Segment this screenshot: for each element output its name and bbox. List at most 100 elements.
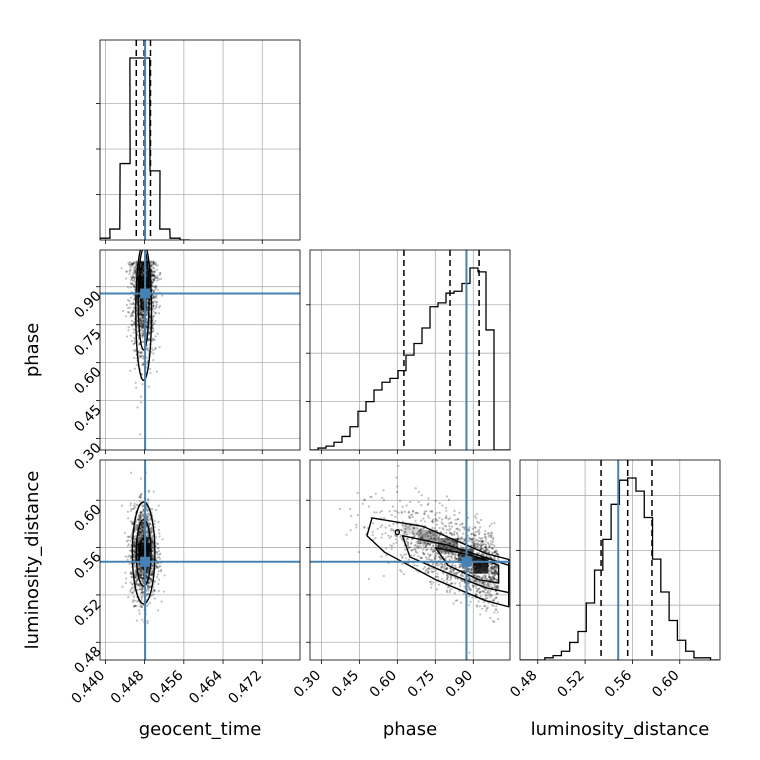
sample-point: [152, 273, 155, 276]
sample-point: [140, 314, 143, 317]
sample-point: [474, 593, 477, 596]
sample-point: [480, 582, 483, 585]
sample-point: [421, 551, 425, 554]
sample-point: [481, 539, 484, 542]
sample-point: [147, 603, 150, 606]
sample-point: [151, 274, 155, 278]
sample-point: [495, 566, 498, 569]
sample-point: [483, 605, 486, 608]
sample-point: [414, 512, 417, 515]
sample-point: [430, 546, 433, 549]
sample-point: [147, 567, 150, 570]
sample-point: [132, 261, 135, 264]
sample-point: [147, 489, 150, 492]
sample-point: [129, 554, 133, 557]
sample-point: [407, 515, 410, 518]
sample-point: [148, 338, 151, 341]
sample-point: [490, 571, 493, 575]
sample-point: [453, 548, 456, 551]
sample-point: [493, 583, 496, 587]
sample-point: [380, 509, 384, 513]
sample-point: [444, 525, 448, 528]
sample-point: [139, 318, 142, 321]
sample-point: [493, 574, 496, 577]
sample-point: [146, 360, 149, 364]
sample-point: [141, 271, 144, 274]
sample-point: [145, 512, 149, 516]
sample-point: [139, 531, 142, 534]
sample-point: [396, 485, 399, 488]
sample-point: [438, 563, 441, 566]
sample-point: [133, 604, 136, 608]
sample-point: [470, 568, 474, 571]
sample-point: [152, 593, 155, 596]
sample-point: [138, 539, 142, 542]
sample-point: [492, 551, 495, 554]
sample-point: [147, 568, 150, 572]
sample-point: [454, 566, 457, 569]
sample-point: [410, 549, 413, 552]
sample-point: [147, 534, 150, 538]
sample-point: [131, 600, 134, 604]
sample-point: [445, 546, 448, 550]
sample-point: [134, 261, 138, 264]
sample-point: [434, 551, 437, 555]
sample-point: [140, 573, 143, 577]
sample-point: [133, 298, 136, 301]
panel-luminosity_distance-vs-phase: [309, 459, 511, 661]
sample-point: [493, 566, 496, 569]
sample-point: [479, 546, 482, 549]
sample-point: [139, 321, 142, 324]
histogram-step-luminosity_distance: [520, 477, 719, 660]
sample-point: [423, 546, 426, 549]
sample-point: [374, 537, 377, 540]
sample-point: [141, 530, 144, 534]
sample-point: [446, 551, 450, 555]
sample-point: [420, 536, 423, 539]
sample-point: [492, 604, 495, 608]
sample-point: [138, 533, 141, 536]
sample-point: [137, 583, 140, 586]
sample-point: [146, 587, 149, 591]
sample-point: [140, 567, 143, 570]
sample-point: [426, 542, 429, 546]
sample-point: [493, 564, 496, 568]
sample-point: [489, 540, 493, 543]
sample-point: [473, 579, 477, 582]
sample-point: [154, 276, 157, 279]
sample-point: [485, 549, 488, 552]
sample-point: [141, 269, 144, 272]
sample-point: [409, 542, 413, 545]
sample-point: [435, 545, 439, 548]
sample-point: [471, 562, 474, 566]
sample-point: [486, 541, 489, 544]
sample-point: [140, 316, 144, 319]
sample-point: [146, 536, 149, 540]
sample-point: [444, 556, 448, 559]
sample-point: [133, 268, 137, 271]
sample-point: [151, 546, 155, 549]
sample-point: [487, 585, 490, 588]
sample-point: [152, 310, 155, 313]
sample-point: [142, 521, 145, 524]
sample-point: [440, 544, 443, 547]
sample-point: [138, 518, 141, 522]
sample-point: [132, 262, 135, 266]
sample-point: [147, 568, 150, 572]
sample-point: [488, 593, 492, 596]
sample-point: [424, 571, 427, 574]
sample-point: [133, 548, 137, 551]
sample-point: [466, 516, 470, 519]
sample-point: [495, 596, 498, 600]
sample-point: [138, 313, 142, 316]
sample-point: [150, 268, 153, 271]
sample-point: [479, 613, 482, 616]
sample-point: [443, 546, 446, 549]
sample-point: [488, 572, 491, 576]
sample-point: [138, 612, 141, 615]
sample-point: [142, 332, 145, 335]
sample-point: [380, 555, 383, 558]
sample-point: [135, 520, 138, 523]
sample-point: [127, 263, 131, 266]
sample-point: [477, 528, 481, 531]
